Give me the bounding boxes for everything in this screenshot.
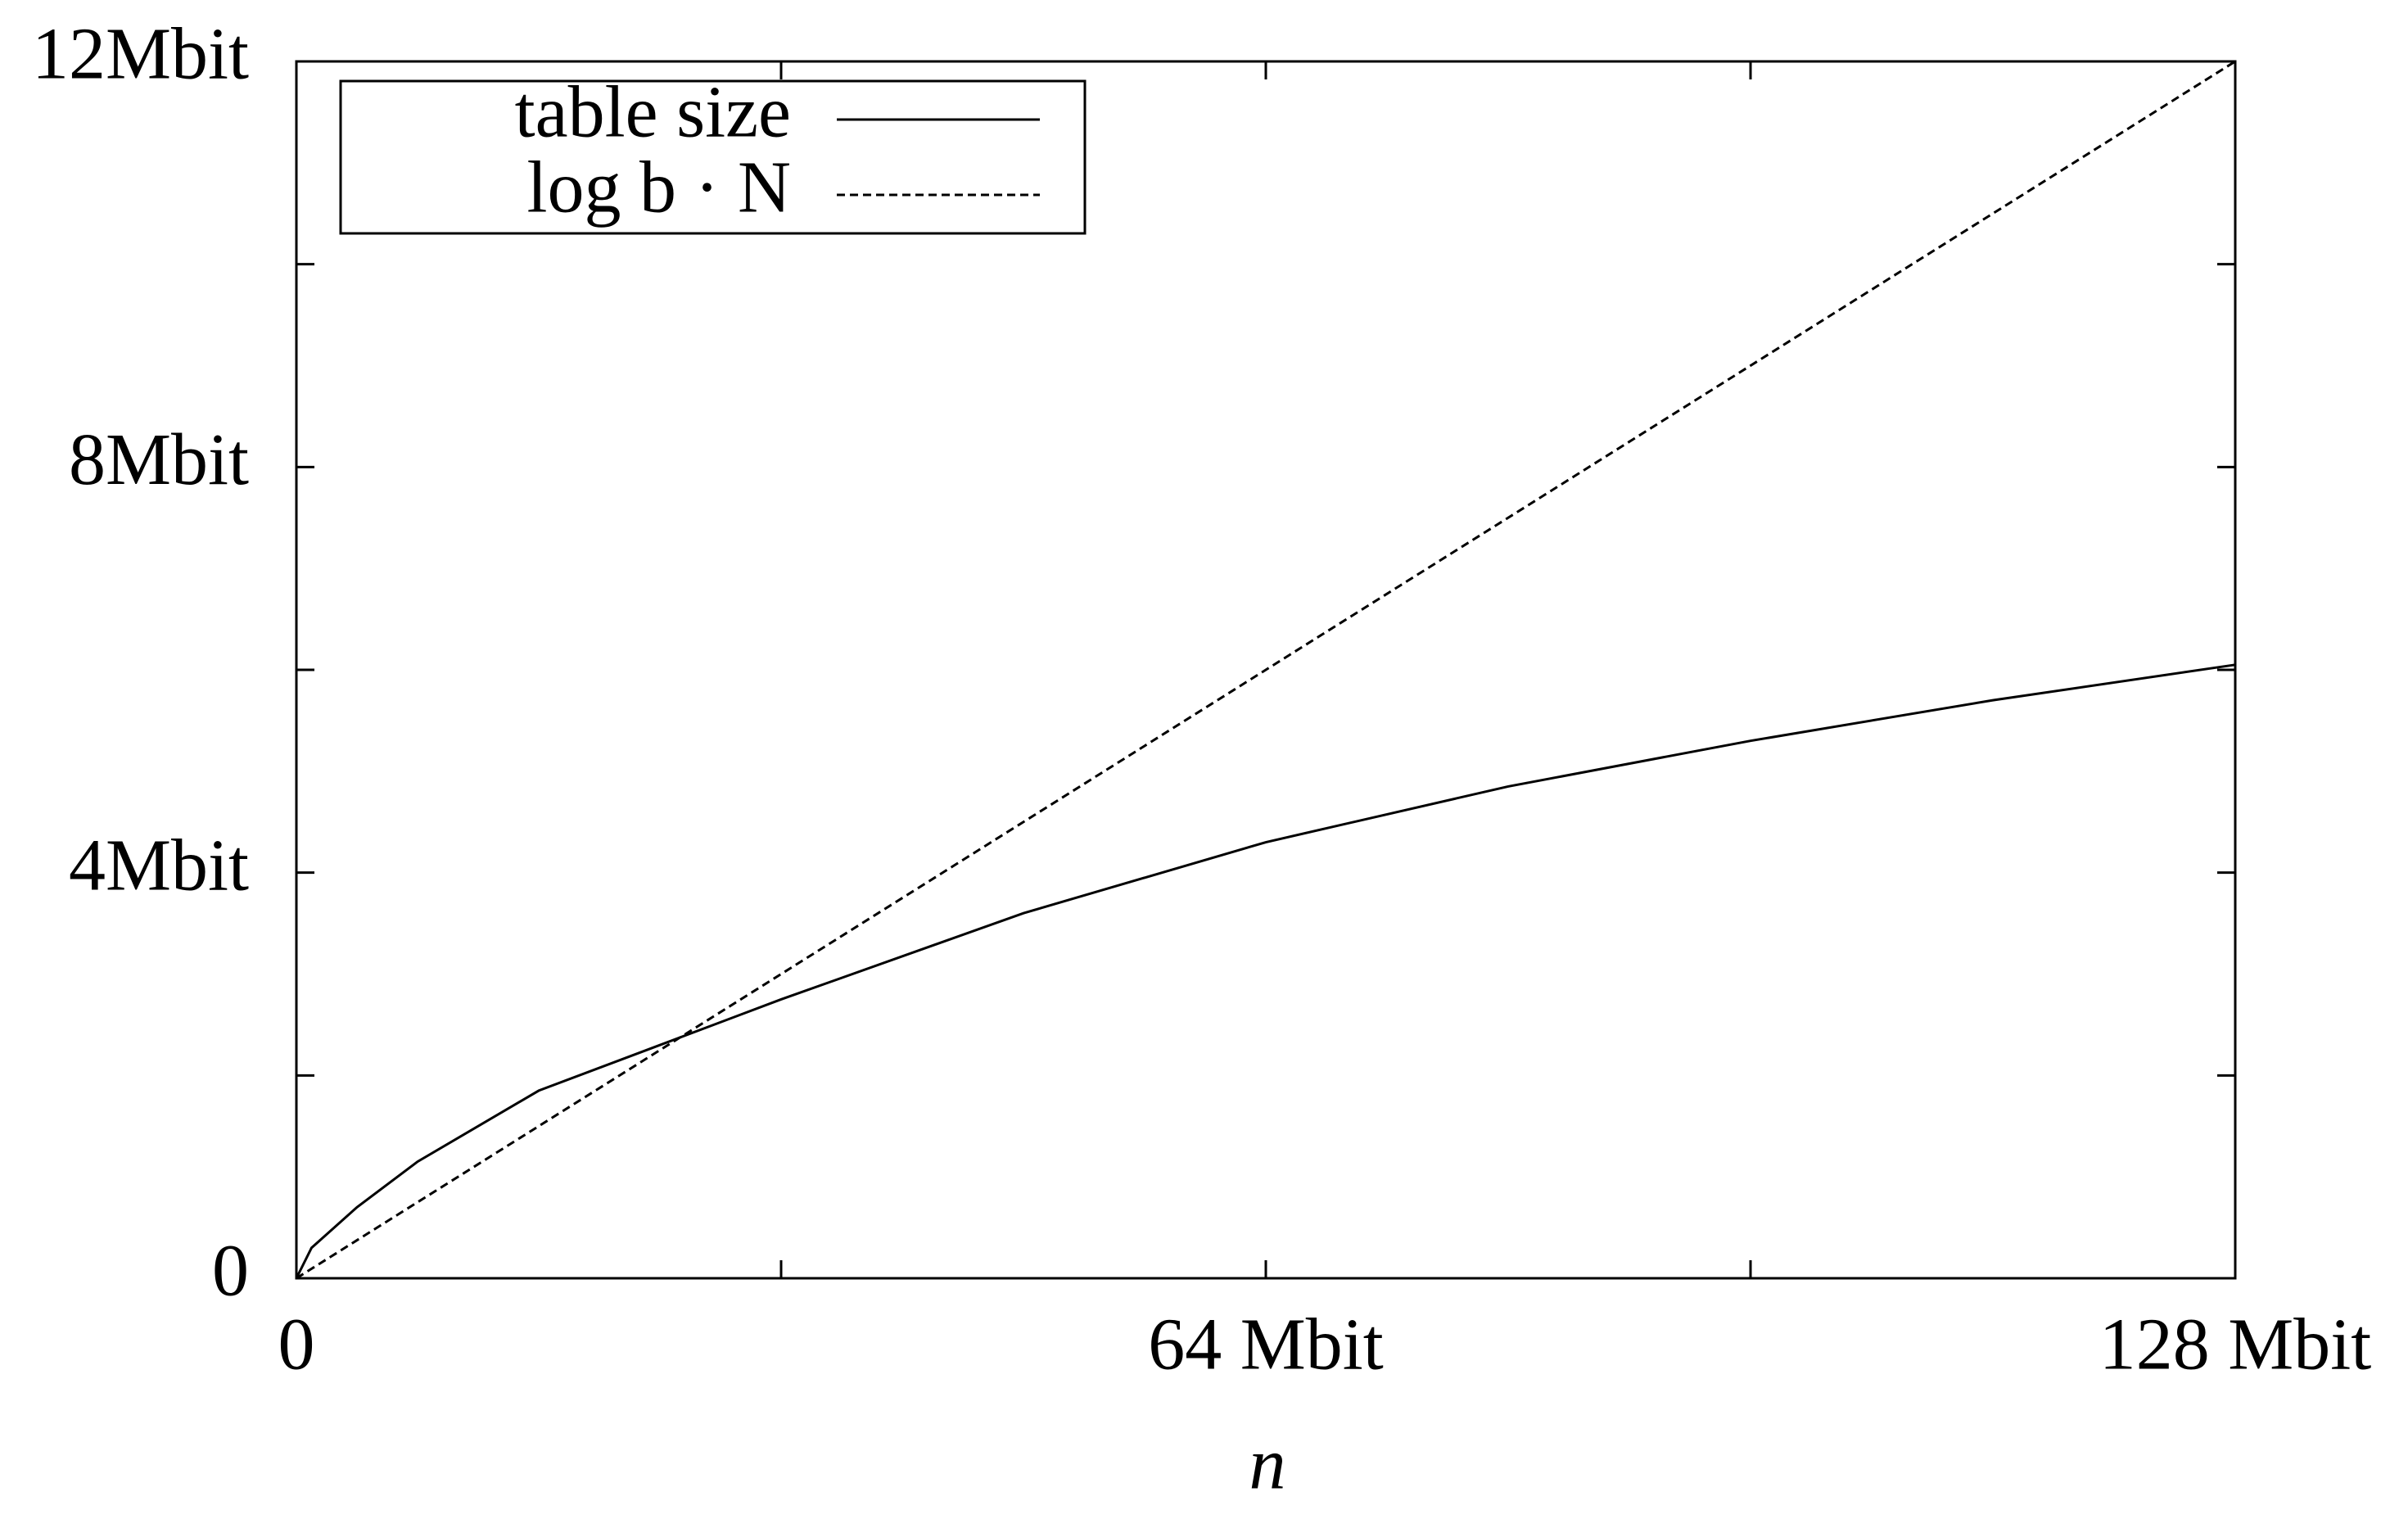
- legend-label: table size: [515, 72, 791, 153]
- legend-label: log b · N: [527, 147, 791, 228]
- series-line: [296, 60, 2236, 1280]
- x-tick-label: 0: [278, 1304, 315, 1386]
- y-tick-label: 4Mbit: [69, 825, 249, 906]
- x-tick-label: 64 Mbit: [1148, 1304, 1384, 1386]
- x-axis-label: n: [1249, 1424, 1286, 1505]
- y-tick-label: 12Mbit: [32, 14, 249, 95]
- x-tick-label: 128 Mbit: [2099, 1304, 2372, 1386]
- y-tick-label: 8Mbit: [69, 419, 249, 500]
- y-tick-label: 0: [212, 1231, 249, 1312]
- legend-box: [339, 79, 1087, 235]
- series-line: [295, 663, 2236, 1279]
